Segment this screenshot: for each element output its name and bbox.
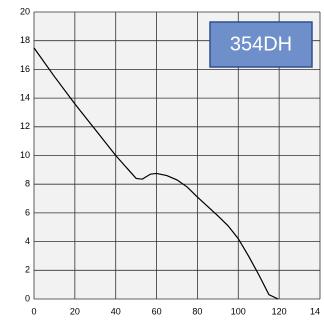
y-tick-label: 18 — [20, 35, 30, 45]
y-tick-label: 14 — [20, 92, 30, 102]
line — [33, 47, 279, 300]
y-tick-label: 2 — [25, 265, 30, 275]
x-tick-label: 100 — [231, 306, 246, 316]
x-tick-label: 14 — [310, 306, 320, 316]
x-tick-label: 40 — [111, 306, 121, 316]
x-tick-label: 60 — [152, 306, 162, 316]
x-tick-label: 80 — [192, 306, 202, 316]
y-tick-label: 0 — [25, 293, 30, 303]
y-tick-label: 12 — [20, 121, 30, 131]
annotation: 354DH — [230, 33, 292, 55]
y-tick-label: 8 — [25, 179, 30, 189]
annotation-box — [209, 21, 313, 68]
y-tick-label: 20 — [20, 6, 30, 16]
x-tick-label: 0 — [31, 306, 36, 316]
y-tick-label: 4 — [25, 236, 30, 246]
y-tick-label: 10 — [20, 150, 30, 160]
x-tick-label: 120 — [272, 306, 287, 316]
y-tick-label: 6 — [25, 207, 30, 217]
x-tick-label: 20 — [70, 306, 80, 316]
y-tick-label: 16 — [20, 64, 30, 74]
